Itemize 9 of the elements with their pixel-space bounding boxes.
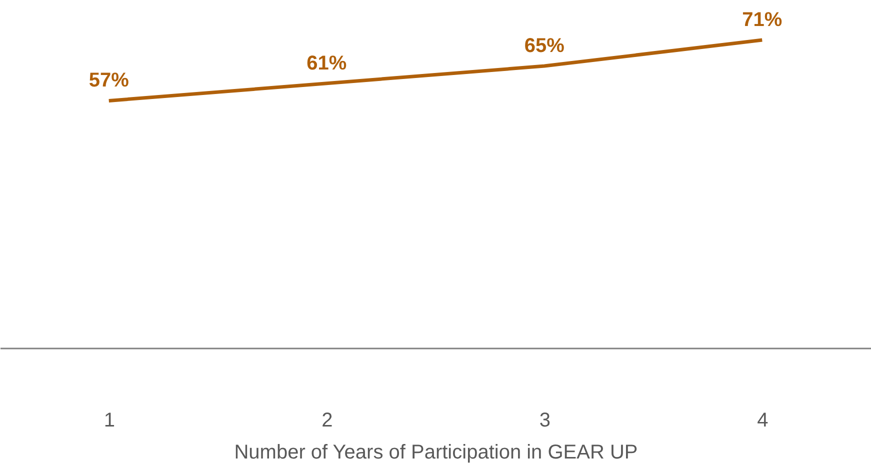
data-label: 57% [88,70,130,92]
data-label: 71% [742,9,782,31]
data-label: 61% [306,52,347,74]
x-tick-label: 3 [539,410,550,432]
x-tick-label: 2 [322,410,333,432]
x-axis-title: Number of Years of Participation in GEAR UP [234,442,638,464]
data-label: 65% [524,35,565,58]
x-tick-label: 1 [104,410,115,432]
x-tick-label: 4 [757,410,768,432]
